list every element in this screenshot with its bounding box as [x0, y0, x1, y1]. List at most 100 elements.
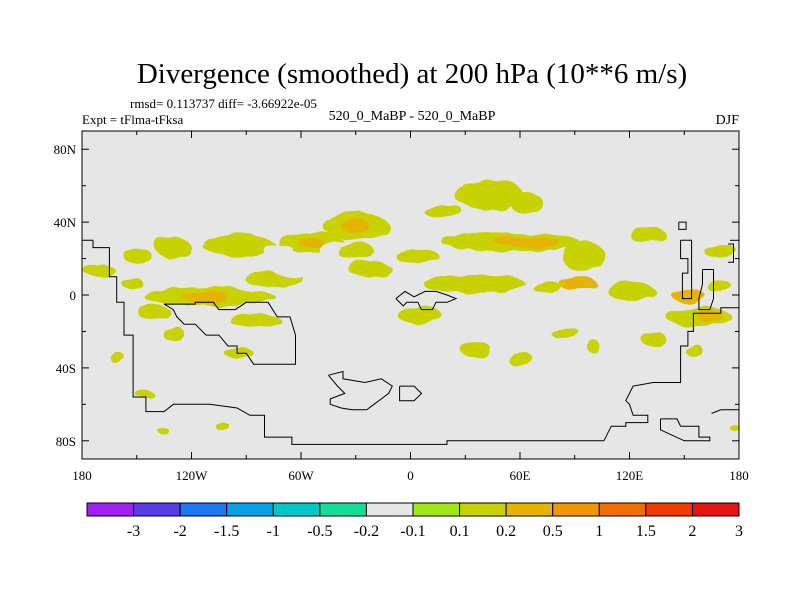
colorbar-label: 0.2: [496, 523, 516, 540]
y-tick-label: 0: [70, 288, 77, 303]
colorbar-label: 2: [688, 523, 696, 540]
y-tick-label: 40N: [54, 215, 77, 230]
divergence-patch: [136, 304, 170, 319]
colorbar-swatch: [505, 502, 554, 517]
chart-title: Divergence (smoothed) at 200 hPa (10**6 …: [137, 58, 687, 90]
divergence-patch: [551, 327, 581, 339]
divergence-patch: [532, 282, 563, 294]
divergence-patch: [151, 265, 276, 288]
divergence-patch: [702, 428, 721, 436]
y-tick-label: 40S: [56, 361, 76, 376]
divergence-patch: [403, 222, 422, 234]
divergence-patch: [423, 205, 464, 217]
contour-fills: [82, 171, 739, 436]
divergence-patch: [200, 335, 234, 347]
divergence-patch: [215, 422, 230, 430]
colorbar-label: -0.2: [354, 523, 379, 540]
divergence-patch: [271, 262, 323, 277]
coastline: [678, 221, 687, 230]
coastline: [395, 290, 458, 311]
divergence-patch: [341, 220, 371, 232]
divergence-patch: [364, 318, 391, 330]
divergence-patch: [372, 171, 431, 190]
x-axis: 180 120W 60W 0 60E 120E 180: [72, 131, 749, 483]
divergence-patch: [348, 262, 393, 277]
colorbar: -3 -2 -1.5 -1 -0.5 -0.2 -0.1 0.1 0.2 0.5 1 1.5 2 3: [86, 502, 743, 540]
coastline: [82, 239, 739, 445]
divergence-patch: [560, 276, 597, 292]
x-tick-label: 180: [729, 468, 749, 483]
divergence-patch: [607, 282, 655, 301]
colorbar-swatch: [365, 502, 414, 517]
colorbar-swatch: [133, 502, 181, 517]
divergence-patch: [264, 244, 294, 259]
divergence-patch: [697, 311, 723, 323]
divergence-patch: [122, 247, 152, 263]
divergence-patch: [82, 315, 119, 330]
divergence-patch: [297, 236, 323, 248]
coastline: [680, 239, 693, 300]
coastline: [660, 418, 711, 442]
case-label: 520_0_MaBP - 520_0_MaBP: [329, 109, 496, 124]
colorbar-label: -0.1: [400, 523, 425, 540]
divergence-patch: [729, 424, 739, 432]
divergence-patch: [481, 325, 522, 337]
colorbar-swatch: [691, 502, 740, 517]
colorbar-label: 1: [595, 523, 603, 540]
divergence-patch: [182, 291, 230, 303]
x-tick-label: 0: [407, 468, 414, 483]
coastline: [728, 243, 734, 263]
divergence-patch: [562, 242, 606, 272]
x-tick-label: 120W: [176, 468, 209, 483]
divergence-patch: [706, 280, 732, 292]
colorbar-swatch: [598, 502, 647, 517]
coastline: [163, 301, 296, 365]
y-axis: 80N 40N 0 40S 80S: [54, 142, 739, 449]
divergence-patch: [704, 244, 738, 259]
divergence-patch: [510, 193, 544, 215]
divergence-patch: [684, 344, 703, 356]
divergence-patch: [111, 353, 126, 365]
divergence-patch: [647, 426, 667, 434]
x-tick-label: 60W: [288, 468, 314, 483]
y-tick-label: 80N: [54, 142, 77, 157]
divergence-patch: [122, 278, 144, 290]
divergence-patch: [158, 428, 170, 436]
divergence-patch: [337, 242, 375, 261]
divergence-patch: [671, 287, 705, 303]
coastline: [698, 269, 714, 311]
colorbar-swatch: [272, 502, 321, 517]
colorbar-label: -0.5: [307, 523, 332, 540]
divergence-patch: [423, 275, 526, 294]
divergence-patch: [556, 353, 579, 365]
coastline: [399, 385, 423, 402]
colorbar-label: -1: [267, 523, 280, 540]
divergence-patch: [229, 313, 281, 328]
divergence-patch: [306, 324, 362, 346]
divergence-patch: [458, 382, 473, 390]
divergence-patch: [100, 276, 123, 288]
colorbar-label: 1.5: [636, 523, 656, 540]
season-label: DJF: [716, 113, 740, 128]
divergence-patch: [395, 249, 440, 264]
divergence-patch: [202, 234, 276, 257]
experiment-label: Expt = tFlma-tFksa: [82, 112, 183, 127]
colorbar-swatch: [645, 502, 693, 517]
divergence-patch: [461, 340, 491, 359]
divergence-patch: [397, 305, 442, 325]
divergence-patch: [164, 327, 187, 343]
colorbar-swatch: [319, 502, 367, 517]
colorbar-label: -1.5: [214, 523, 239, 540]
divergence-patch: [664, 262, 705, 292]
divergence-patch: [709, 260, 732, 272]
x-tick-label: 180: [72, 468, 92, 483]
colorbar-swatch: [412, 502, 461, 517]
divergence-patch: [155, 238, 192, 257]
divergence-patch: [494, 236, 561, 248]
divergence-patch: [640, 331, 666, 347]
divergence-patch: [507, 351, 533, 367]
coastlines: [82, 221, 739, 445]
divergence-patch: [454, 180, 524, 210]
divergence-patch: [585, 340, 601, 352]
